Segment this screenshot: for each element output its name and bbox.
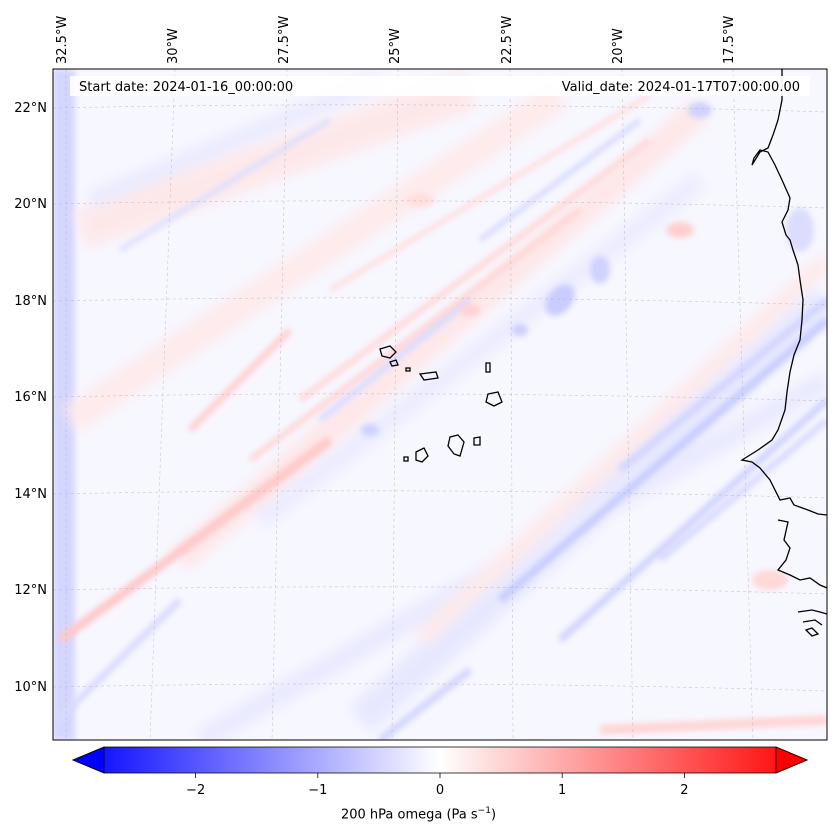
- colorbar-tick-label: −2: [186, 783, 205, 798]
- colorbar: −2 −1 0 1 2: [71, 746, 809, 798]
- omega-field: [53, 69, 827, 740]
- lon-tick-label: 30°W: [166, 28, 181, 64]
- valid-date-label: Valid_date: 2024-01-17T07:00:00.00: [562, 80, 800, 95]
- lat-tick-label: 16°N: [14, 390, 47, 405]
- lon-tick-label: 20°W: [611, 28, 626, 64]
- colorbar-extend-low: [71, 746, 105, 774]
- lat-tick-label: 14°N: [14, 487, 47, 502]
- lon-tick-label: 17.5°W: [722, 16, 737, 64]
- longitude-labels: 32.5°W 30°W 27.5°W 25°W 22.5°W 20°W 17.5…: [55, 16, 737, 64]
- colorbar-extend-high: [775, 746, 809, 774]
- lat-tick-label: 18°N: [14, 294, 47, 309]
- colorbar-label: 200 hPa omega (Pa s−1): [340, 806, 497, 823]
- header-band: [70, 76, 810, 96]
- lon-tick-label: 32.5°W: [55, 16, 70, 64]
- colorbar-body: [71, 746, 809, 774]
- lat-tick-label: 12°N: [14, 583, 47, 598]
- colorbar-tick-label: 2: [680, 783, 688, 798]
- gridlines: [53, 69, 827, 740]
- colorbar-tick-label: 1: [558, 783, 566, 798]
- start-date-label: Start date: 2024-01-16_00:00:00: [79, 80, 293, 95]
- latitude-labels: 22°N 20°N 18°N 16°N 14°N 12°N 10°N: [14, 101, 47, 695]
- map-frame: [52, 68, 828, 741]
- lat-tick-label: 20°N: [14, 197, 47, 212]
- lat-tick-label: 10°N: [14, 680, 47, 695]
- lon-tick-label: 22.5°W: [500, 16, 515, 64]
- lon-tick-label: 27.5°W: [277, 16, 292, 64]
- coastline: [379, 69, 827, 637]
- colorbar-ticks: −2 −1 0 1 2: [186, 773, 689, 798]
- lat-tick-label: 22°N: [14, 101, 47, 116]
- colorbar-tick-label: 0: [436, 783, 444, 798]
- colorbar-tick-label: −1: [308, 783, 327, 798]
- lon-tick-label: 25°W: [388, 28, 403, 64]
